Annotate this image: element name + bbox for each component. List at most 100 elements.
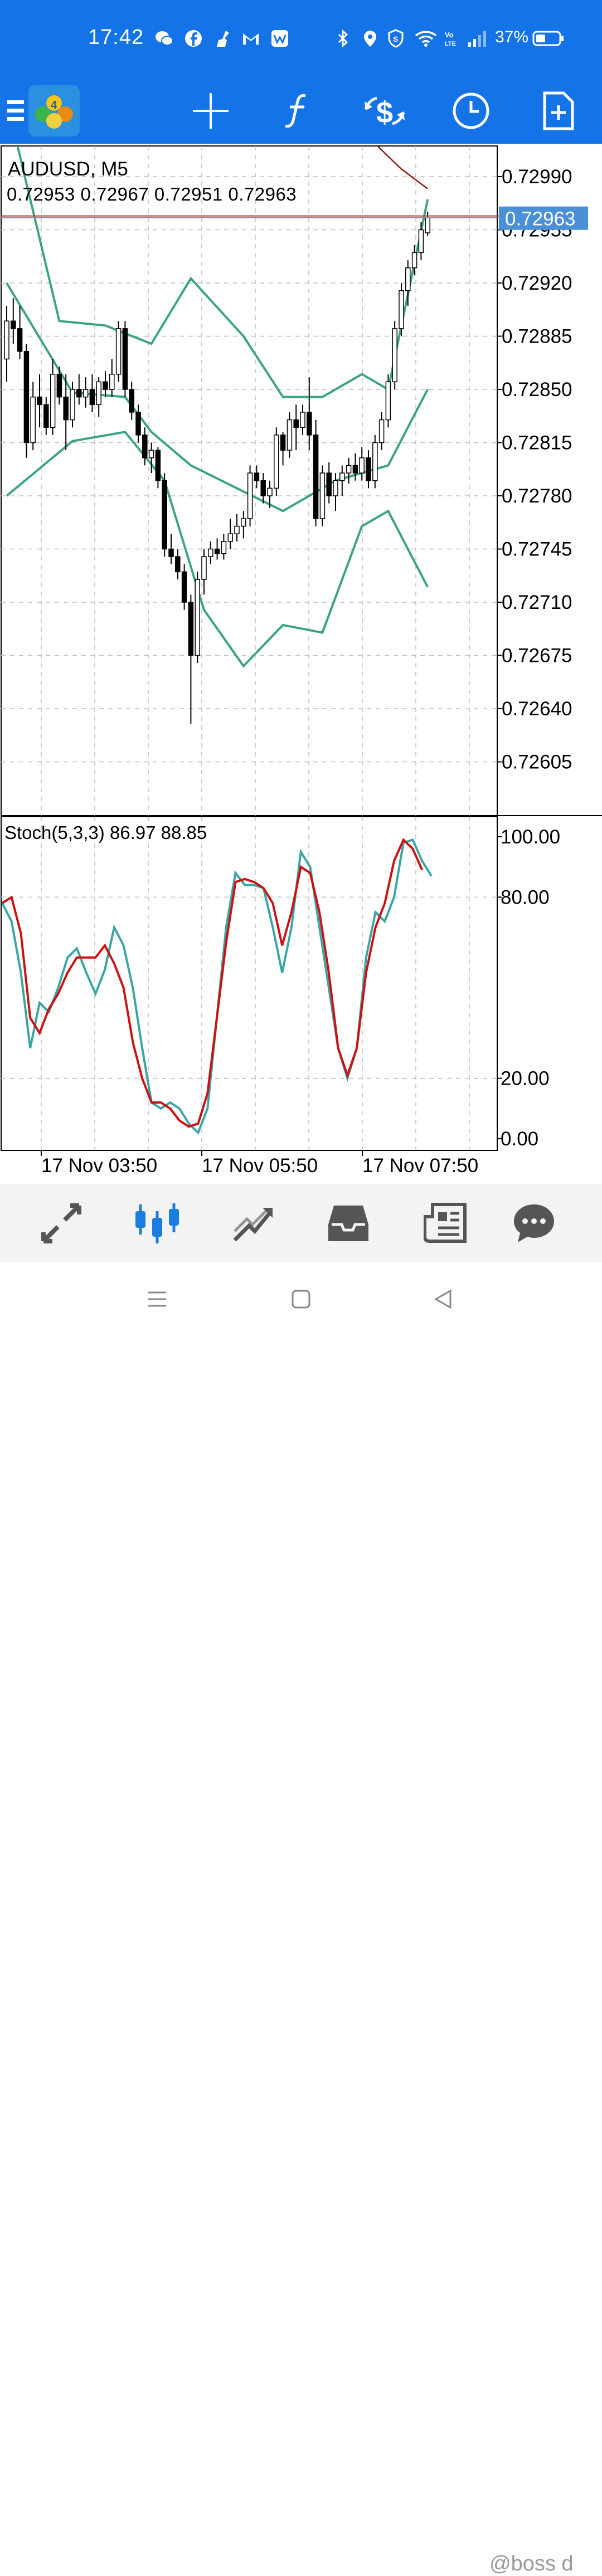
price-chart[interactable]: 0.729900.729550.729200.728850.728500.728…: [0, 144, 602, 1184]
app-w-icon: [271, 30, 288, 47]
chart-symbol-title: AUDUSD, M5: [8, 158, 128, 180]
price-tick-label: 0.72710: [502, 592, 572, 613]
candle: [221, 534, 227, 560]
nav-news[interactable]: [410, 1184, 482, 1262]
price-tick-label: 0.72605: [502, 752, 572, 773]
stochastic-label: Stoch(5,3,3) 86.97 88.85: [4, 822, 207, 843]
candle-body: [181, 571, 187, 603]
symbol-change-icon: $: [364, 96, 405, 129]
timeframe-button[interactable]: [440, 78, 502, 144]
nav-history[interactable]: [312, 1184, 385, 1262]
time-label: 17 Nov 07:50: [362, 1155, 478, 1177]
price-tick-label: 0.72850: [502, 379, 572, 401]
candle-body: [188, 602, 194, 656]
candle-body: [227, 533, 233, 542]
status-time: 17:42: [88, 26, 144, 49]
candle: [23, 344, 30, 458]
candle-body: [254, 472, 260, 481]
nav-quotes[interactable]: [25, 1184, 98, 1262]
candle: [50, 359, 56, 435]
candle-body: [70, 389, 75, 421]
candle-body: [82, 389, 89, 398]
candle: [293, 404, 299, 451]
candle-body: [89, 389, 95, 406]
candle: [76, 374, 82, 405]
candle-body: [385, 381, 391, 421]
history-icon: [328, 1206, 368, 1241]
bottom-navigation: [0, 1184, 602, 1262]
candle: [287, 412, 293, 458]
candle-body: [247, 472, 253, 519]
home-icon[interactable]: [290, 1288, 312, 1310]
nav-chat[interactable]: [498, 1184, 570, 1262]
price-tick-label: 0.72780: [502, 485, 572, 507]
crosshair-button[interactable]: [180, 78, 241, 144]
candle-body: [260, 480, 266, 496]
candle-body: [333, 480, 338, 496]
candle: [96, 377, 101, 417]
nav-trade[interactable]: [217, 1184, 290, 1262]
candle-body: [103, 381, 108, 390]
candle-body: [267, 487, 273, 496]
candle: [241, 511, 246, 539]
candle: [418, 222, 424, 261]
svg-text:LTE: LTE: [445, 41, 456, 47]
candle-body: [313, 435, 319, 519]
candle: [260, 473, 266, 504]
candle: [82, 377, 89, 408]
candle-body: [201, 556, 207, 580]
recent-apps-icon[interactable]: [146, 1288, 168, 1310]
candle: [103, 371, 108, 397]
new-order-icon: [543, 91, 574, 130]
broom-icon: [217, 31, 229, 47]
app-logo-icon: 4: [28, 85, 80, 136]
candle: [234, 514, 240, 541]
new-order-button[interactable]: [528, 78, 589, 144]
price-tick-label: 0.72640: [502, 698, 572, 720]
candle-body: [346, 465, 352, 474]
menu-button[interactable]: [0, 78, 38, 144]
candle: [399, 283, 404, 336]
back-icon[interactable]: [433, 1288, 455, 1310]
candle-body: [339, 472, 345, 481]
candle: [30, 382, 36, 451]
bluetooth-icon: [338, 29, 348, 48]
svg-text:$: $: [376, 96, 393, 129]
price-tick-label: 0.72815: [502, 432, 572, 454]
current-price-label: 0.72963: [505, 208, 576, 230]
system-navigation-bar: @boss d: [0, 1262, 602, 2575]
candle-body: [418, 229, 424, 253]
candle: [181, 564, 187, 610]
candle-body: [214, 548, 220, 554]
svg-text:Vo: Vo: [445, 31, 454, 39]
candle-body: [96, 381, 101, 406]
gmail-icon: [243, 33, 259, 45]
candle-body: [17, 328, 23, 352]
candle: [372, 435, 378, 489]
candle: [70, 382, 75, 428]
candle-body: [307, 412, 312, 436]
candle-body: [76, 389, 82, 398]
indicators-icon: [285, 94, 306, 128]
candle: [359, 447, 365, 481]
candle: [17, 305, 23, 359]
indicators-button[interactable]: [266, 78, 328, 144]
facebook-icon: [185, 30, 202, 47]
candle: [378, 412, 385, 451]
candle-body: [195, 579, 200, 656]
candle: [162, 473, 167, 557]
candle: [11, 298, 16, 344]
candle: [254, 465, 260, 489]
candle-body: [11, 320, 16, 329]
wifi-icon: [415, 31, 437, 47]
symbol-change-button[interactable]: $: [354, 78, 415, 144]
moving-average-line: [376, 146, 428, 189]
app-logo-button[interactable]: 4: [23, 78, 85, 144]
candle: [300, 404, 305, 435]
candle-body: [43, 404, 49, 428]
candle: [37, 374, 42, 428]
candle: [175, 549, 181, 580]
nav-chart[interactable]: [121, 1184, 193, 1262]
candle: [366, 450, 371, 489]
bollinger-lower-line: [6, 431, 429, 668]
